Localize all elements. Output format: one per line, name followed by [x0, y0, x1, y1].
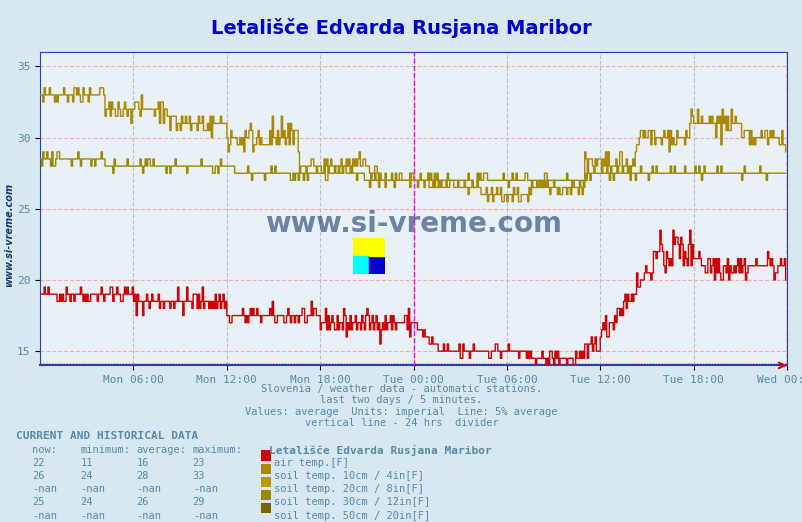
Text: soil temp. 30cm / 12in[F]: soil temp. 30cm / 12in[F]: [273, 497, 430, 507]
Text: www.si-vreme.com: www.si-vreme.com: [5, 183, 14, 287]
Text: average:: average:: [136, 445, 186, 455]
Text: www.si-vreme.com: www.si-vreme.com: [265, 210, 561, 239]
Text: -nan: -nan: [32, 484, 57, 494]
Text: 26: 26: [136, 497, 149, 507]
Text: maximum:: maximum:: [192, 445, 242, 455]
Text: -nan: -nan: [80, 511, 105, 520]
Text: Letališče Edvarda Rusjana Maribor: Letališče Edvarda Rusjana Maribor: [269, 445, 491, 456]
Text: 11: 11: [80, 458, 93, 468]
Text: CURRENT AND HISTORICAL DATA: CURRENT AND HISTORICAL DATA: [16, 431, 198, 441]
Text: -nan: -nan: [80, 484, 105, 494]
Text: last two days / 5 minutes.: last two days / 5 minutes.: [320, 395, 482, 405]
Text: soil temp. 10cm / 4in[F]: soil temp. 10cm / 4in[F]: [273, 471, 423, 481]
Text: soil temp. 50cm / 20in[F]: soil temp. 50cm / 20in[F]: [273, 511, 430, 520]
Polygon shape: [353, 238, 369, 256]
Text: Values: average  Units: imperial  Line: 5% average: Values: average Units: imperial Line: 5%…: [245, 407, 557, 417]
Text: soil temp. 20cm / 8in[F]: soil temp. 20cm / 8in[F]: [273, 484, 423, 494]
Text: 24: 24: [80, 471, 93, 481]
Text: 26: 26: [32, 471, 45, 481]
Text: -nan: -nan: [32, 511, 57, 520]
Text: 22: 22: [32, 458, 45, 468]
Text: -nan: -nan: [136, 511, 161, 520]
Text: 28: 28: [136, 471, 149, 481]
Text: now:: now:: [32, 445, 57, 455]
Text: 16: 16: [136, 458, 149, 468]
Text: minimum:: minimum:: [80, 445, 130, 455]
Text: 33: 33: [192, 471, 205, 481]
Text: -nan: -nan: [192, 511, 217, 520]
Text: 24: 24: [80, 497, 93, 507]
Text: -nan: -nan: [136, 484, 161, 494]
Text: -nan: -nan: [192, 484, 217, 494]
Text: 25: 25: [32, 497, 45, 507]
Text: air temp.[F]: air temp.[F]: [273, 458, 348, 468]
Text: vertical line - 24 hrs  divider: vertical line - 24 hrs divider: [304, 418, 498, 428]
Text: Slovenia / weather data - automatic stations.: Slovenia / weather data - automatic stat…: [261, 384, 541, 394]
Text: 29: 29: [192, 497, 205, 507]
Text: Letališče Edvarda Rusjana Maribor: Letališče Edvarda Rusjana Maribor: [211, 18, 591, 38]
Polygon shape: [369, 256, 385, 274]
Polygon shape: [369, 238, 385, 256]
Text: 23: 23: [192, 458, 205, 468]
Polygon shape: [353, 256, 369, 274]
